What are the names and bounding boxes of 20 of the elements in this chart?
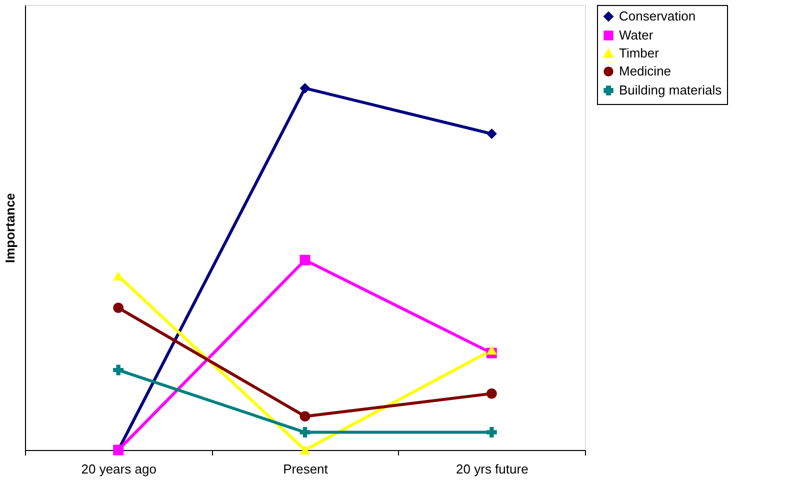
legend-label: Conservation (619, 8, 696, 24)
legend-label: Medicine (619, 64, 672, 78)
legend-label: Building materials (619, 82, 722, 98)
point (300, 411, 310, 422)
x-tick-label: Present (283, 462, 328, 476)
legend-label: Water (619, 28, 654, 42)
y-axis-title: Importance (2, 192, 18, 264)
point (300, 82, 310, 94)
point (486, 427, 497, 438)
point (486, 346, 497, 355)
point (300, 445, 310, 455)
point (486, 388, 497, 399)
legend-label: Timber (619, 46, 660, 60)
point (113, 302, 124, 314)
point (300, 254, 310, 266)
point (486, 128, 497, 140)
x-tick-label: 20 years ago (81, 462, 156, 476)
point (113, 364, 124, 376)
x-tick-label: 20 yrs future (456, 462, 528, 476)
point (300, 427, 310, 438)
